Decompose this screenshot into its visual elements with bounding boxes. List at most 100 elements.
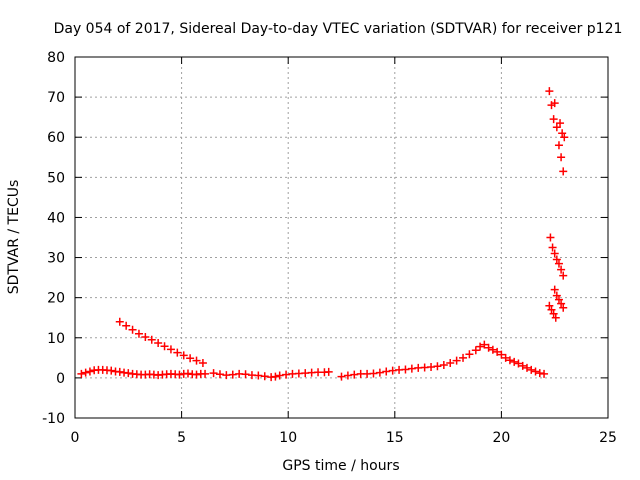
data-point (124, 369, 133, 378)
data-point (550, 285, 559, 294)
data-point (559, 271, 568, 280)
data-point (560, 133, 569, 142)
data-point (369, 369, 378, 378)
data-point (107, 366, 116, 375)
data-point (505, 356, 514, 365)
x-tick-label: 10 (279, 430, 297, 446)
chart-title: Day 054 of 2017, Sidereal Day-to-day VTE… (54, 21, 623, 37)
y-tick-label: 70 (47, 90, 65, 106)
data-point (275, 371, 284, 380)
data-point (343, 371, 352, 380)
data-point (559, 303, 568, 312)
data-point (554, 141, 563, 150)
data-point (557, 265, 566, 274)
data-point (282, 370, 291, 379)
x-tick-label: 20 (492, 430, 510, 446)
data-point (77, 369, 86, 378)
y-tick-label: 50 (47, 170, 65, 186)
data-point (122, 321, 131, 330)
data-point (160, 342, 169, 351)
data-point (545, 301, 554, 310)
data-point (166, 345, 175, 354)
data-point (407, 364, 416, 373)
y-tick-label: 0 (56, 371, 65, 387)
y-tick-label: 80 (47, 50, 65, 66)
data-point (452, 356, 461, 365)
data-point (271, 372, 280, 381)
data-point (459, 353, 468, 362)
data-point (260, 372, 269, 381)
data-point (514, 359, 523, 368)
x-axis-label: GPS time / hours (282, 458, 399, 474)
data-point (545, 87, 554, 96)
x-tick-label: 5 (177, 430, 186, 446)
data-point (549, 309, 558, 318)
data-point (254, 371, 263, 380)
data-point (493, 347, 502, 356)
data-point (85, 367, 94, 376)
data-point (488, 345, 497, 354)
data-point (552, 291, 561, 300)
y-tick-label: 20 (47, 291, 65, 307)
data-point (465, 350, 474, 359)
data-point (510, 357, 519, 366)
data-point (535, 369, 544, 378)
data-point (518, 361, 527, 370)
data-point (179, 351, 188, 360)
y-tick-label: 30 (47, 251, 65, 267)
data-point (134, 329, 143, 338)
data-point (173, 348, 182, 357)
data-point (551, 313, 560, 322)
data-point (552, 123, 561, 132)
data-point (558, 129, 567, 138)
data-point (337, 372, 346, 381)
data-point (439, 361, 448, 370)
data-point (557, 153, 566, 162)
data-point (186, 354, 195, 363)
data-point (192, 370, 201, 379)
data-point (183, 369, 192, 378)
data-point (141, 332, 150, 341)
data-point (531, 367, 540, 376)
y-tick-label: 60 (47, 130, 65, 146)
data-point (497, 350, 506, 359)
data-point (324, 367, 333, 376)
data-point (209, 369, 218, 378)
data-point (554, 259, 563, 268)
data-point (388, 366, 397, 375)
data-point (501, 353, 510, 362)
data-point (527, 365, 536, 374)
data-point (228, 370, 237, 379)
data-point (471, 346, 480, 355)
data-point (350, 370, 359, 379)
data-point (547, 305, 556, 314)
y-tick-label: 10 (47, 331, 65, 347)
plot-frame (74, 56, 609, 419)
data-point (201, 369, 210, 378)
data-point (192, 356, 201, 365)
data-point (546, 233, 555, 242)
data-point (375, 368, 384, 377)
data-point (550, 249, 559, 258)
data-point (115, 367, 124, 376)
data-point (552, 255, 561, 264)
data-point (484, 343, 493, 352)
data-point (401, 365, 410, 374)
data-point (154, 338, 163, 347)
data-point (382, 367, 391, 376)
data-point (175, 370, 184, 379)
data-point (559, 167, 568, 176)
data-point (554, 295, 563, 304)
data-point (433, 362, 442, 371)
data-point (549, 115, 558, 124)
data-series (77, 87, 569, 382)
data-point (81, 368, 90, 377)
x-tick-label: 0 (71, 430, 80, 446)
data-point (446, 359, 455, 368)
tick-labels: 0 5 10 15 20 25 -10 0 10 20 30 40 50 60 70 80 (42, 50, 617, 446)
y-tick-label: 40 (47, 210, 65, 226)
data-point (198, 359, 207, 368)
data-point (476, 342, 485, 351)
data-point (548, 243, 557, 252)
